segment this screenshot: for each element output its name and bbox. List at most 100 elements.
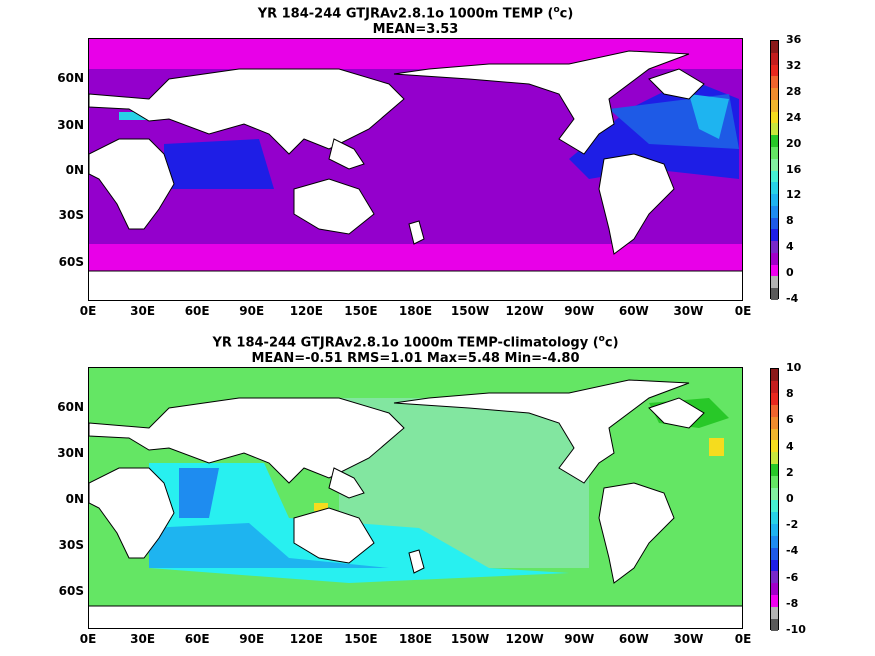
colorbar-segment [771, 123, 778, 136]
lon-label-1: 30E [130, 632, 156, 646]
colorbar-segment [771, 99, 778, 113]
panel1-map-svg [89, 39, 742, 300]
colorbar-segment [771, 535, 778, 549]
colorbar-segment [771, 229, 778, 242]
colorbar-segment [771, 559, 778, 572]
lon-label-9: 90W [564, 632, 595, 646]
lon-label-3: 90E [239, 632, 265, 646]
colorbar-label: 28 [786, 84, 802, 98]
panel2-lat-60s: 60S [58, 584, 84, 598]
colorbar-segment [771, 464, 778, 477]
panel1-lat-60s: 60S [58, 255, 84, 269]
colorbar-segment [771, 488, 778, 501]
colorbar-label: 20 [786, 136, 802, 150]
colorbar-label: 16 [786, 162, 802, 176]
colorbar-segment [771, 194, 778, 207]
colorbar-segment [771, 88, 778, 101]
lon-label-6: 180E [398, 632, 433, 646]
colorbar-segment [771, 252, 778, 266]
colorbar-segment [771, 241, 778, 254]
lon-label-7: 150W [450, 304, 490, 318]
colorbar-segment [771, 146, 778, 160]
lon-label-2: 60E [184, 304, 210, 318]
panel1-lat-0n: 0N [65, 163, 84, 177]
colorbar-label: -10 [786, 623, 806, 636]
panel2-title-line1: YR 184-244 GTJRAv2.8.1o 1000m TEMP-clima… [212, 334, 619, 351]
panel2-lat-30s: 30S [58, 538, 84, 552]
colorbar-segment [771, 583, 778, 596]
colorbar-segment [771, 595, 778, 608]
colorbar-label: -4 [786, 292, 799, 305]
lon-label-8: 120W [505, 632, 544, 646]
colorbar-segment [771, 276, 778, 289]
lon-label-1: 30E [130, 304, 156, 318]
colorbar-segment [771, 217, 778, 230]
colorbar-segment [771, 428, 778, 441]
lon-label-2: 60E [184, 632, 210, 646]
colorbar-segment [771, 135, 778, 148]
colorbar-label: 32 [786, 58, 802, 72]
lon-label-5: 150E [344, 304, 378, 318]
panel1-lat-30s: 30S [58, 208, 84, 222]
panel1-lat-30n: 30N [57, 118, 84, 132]
lon-label-9: 90W [564, 304, 595, 318]
colorbar-label: 24 [786, 110, 802, 124]
lon-label-0: 0E [79, 632, 97, 646]
lon-label-10: 60W [618, 632, 649, 646]
colorbar-label: 4 [786, 439, 794, 453]
lon-label-8: 120W [505, 304, 544, 318]
colorbar-segment [771, 41, 778, 54]
lon-label-11: 30W [673, 304, 704, 318]
colorbar-segment [771, 500, 778, 513]
lon-label-12: 0E [734, 632, 752, 646]
colorbar-segment [771, 452, 778, 465]
colorbar-segment [771, 264, 778, 277]
colorbar-segment [771, 369, 778, 382]
panel2-title: YR 184-244 GTJRAv2.8.1o 1000m TEMP-clima… [88, 331, 743, 367]
colorbar-label: 4 [786, 240, 794, 254]
colorbar-label: 12 [786, 188, 802, 202]
colorbar-segment [771, 380, 778, 394]
colorbar-segment [771, 523, 778, 537]
colorbar-segment [771, 416, 778, 430]
colorbar-segment [771, 392, 778, 406]
colorbar-label: 8 [786, 387, 794, 401]
panel2-map-svg [89, 368, 742, 628]
panel2-title-line2: MEAN=-0.51 RMS=1.01 Max=5.48 Min=-4.80 [251, 351, 580, 367]
colorbar-segment [771, 288, 778, 301]
lon-label-12: 0E [734, 304, 752, 318]
panel2-colorbar [770, 368, 779, 632]
colorbar-segment [771, 64, 778, 77]
colorbar-segment [771, 440, 778, 453]
colorbar-segment [771, 158, 778, 171]
lon-label-0: 0E [79, 304, 97, 318]
panel1-title-line1: YR 184-244 GTJRAv2.8.1o 1000m TEMP (oc) [257, 5, 574, 22]
colorbar-segment [771, 607, 778, 620]
colorbar-label: -2 [786, 518, 799, 532]
panel2-lat-0n: 0N [65, 492, 84, 506]
colorbar-label: 6 [786, 413, 794, 427]
panel1-colorbar [770, 40, 779, 301]
lon-label-10: 60W [618, 304, 649, 318]
colorbar-label: -6 [786, 570, 799, 584]
panel2-map [88, 367, 743, 629]
panel1-lat-60n: 60N [57, 71, 84, 85]
colorbar-segment [771, 111, 778, 124]
panel1-map [88, 38, 743, 301]
lon-label-11: 30W [673, 632, 704, 646]
colorbar-segment [771, 170, 778, 183]
colorbar-label: -8 [786, 596, 799, 610]
lon-label-7: 150W [450, 632, 490, 646]
colorbar-segment [771, 619, 778, 632]
lon-label-5: 150E [344, 632, 378, 646]
colorbar-segment [771, 571, 778, 584]
colorbar-label: 36 [786, 33, 802, 46]
colorbar-segment [771, 52, 778, 66]
colorbar-label: 2 [786, 465, 794, 479]
lon-label-6: 180E [398, 304, 433, 318]
lon-label-4: 120E [289, 304, 323, 318]
colorbar-label: 0 [786, 266, 794, 280]
colorbar-segment [771, 404, 778, 418]
panel2-lat-30n: 30N [57, 446, 84, 460]
colorbar-segment [771, 547, 778, 561]
